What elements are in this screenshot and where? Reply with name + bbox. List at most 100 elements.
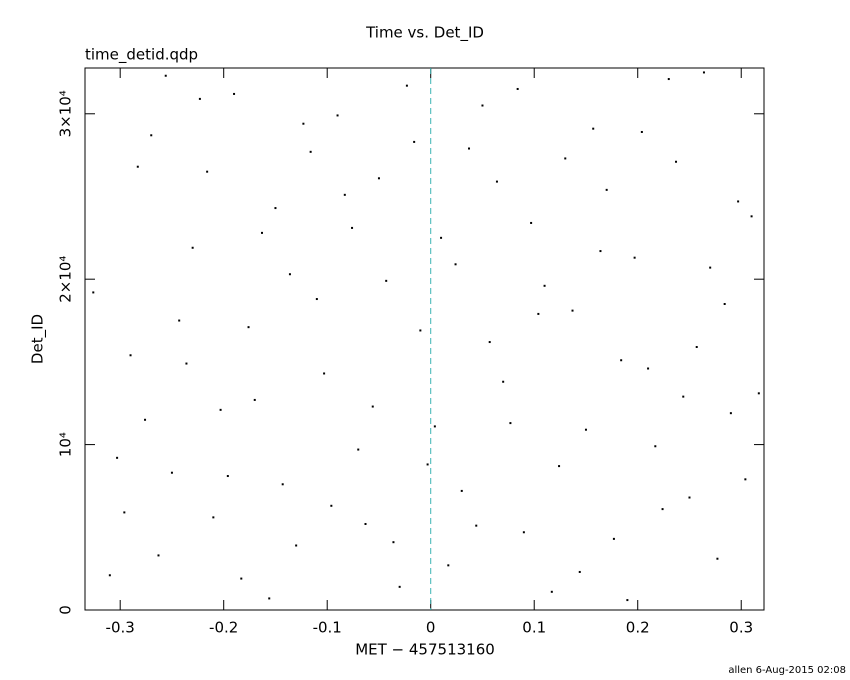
point — [253, 398, 256, 401]
point — [129, 354, 132, 357]
point — [522, 531, 525, 534]
x-tick-label: 0.2 — [626, 619, 650, 637]
point — [392, 541, 395, 544]
point — [654, 445, 657, 448]
x-tick-label: -0.2 — [209, 619, 238, 637]
chart-title: Time vs. Det_ID — [365, 24, 484, 43]
point — [620, 359, 623, 362]
point — [144, 418, 147, 421]
x-tick-label: -0.3 — [106, 619, 135, 637]
point — [351, 226, 354, 229]
point — [564, 157, 567, 160]
point — [584, 428, 587, 431]
point — [150, 134, 153, 137]
point — [744, 478, 747, 481]
point — [468, 147, 471, 150]
point — [157, 554, 160, 557]
point — [605, 188, 608, 191]
point — [385, 279, 388, 282]
point — [682, 395, 685, 398]
point — [454, 263, 457, 266]
point — [185, 362, 188, 365]
point — [592, 127, 595, 130]
point — [295, 544, 298, 547]
point — [364, 522, 367, 525]
point — [315, 298, 318, 301]
point — [550, 590, 553, 593]
point — [343, 193, 346, 196]
point — [702, 71, 705, 74]
point — [268, 597, 271, 600]
point — [440, 236, 443, 239]
point — [212, 516, 215, 519]
chart-subtitle: time_detid.qdp — [85, 46, 198, 65]
point — [750, 215, 753, 218]
point — [413, 140, 416, 143]
point — [240, 577, 243, 580]
point — [377, 177, 380, 180]
point — [688, 496, 691, 499]
point — [530, 221, 533, 224]
point — [447, 564, 450, 567]
point — [191, 246, 194, 249]
point — [178, 319, 181, 322]
point — [123, 511, 126, 514]
point — [206, 170, 209, 173]
point — [274, 207, 277, 210]
point — [661, 508, 664, 511]
point — [198, 97, 201, 100]
point — [371, 405, 374, 408]
point — [247, 326, 250, 329]
point — [460, 489, 463, 492]
point — [357, 448, 360, 451]
point — [709, 266, 712, 269]
point — [737, 200, 740, 203]
point — [226, 475, 229, 478]
point — [626, 599, 629, 602]
y-axis-label: Det_ID — [29, 314, 48, 364]
point — [543, 284, 546, 287]
point — [398, 585, 401, 588]
footer: allen 6-Aug-2015 02:08 — [728, 665, 846, 676]
x-tick-label: 0.1 — [522, 619, 546, 637]
point — [667, 78, 670, 81]
point — [260, 231, 263, 234]
point — [558, 465, 561, 468]
point — [288, 273, 291, 276]
point — [219, 408, 222, 411]
point — [426, 463, 429, 466]
point — [481, 104, 484, 107]
point — [502, 380, 505, 383]
point — [164, 74, 167, 77]
point — [612, 537, 615, 540]
point — [405, 84, 408, 87]
y-tick-label: 0 — [57, 605, 75, 615]
point — [633, 256, 636, 259]
y-tick-label: 10⁴ — [57, 432, 75, 457]
y-tick-label: 2×10⁴ — [57, 256, 75, 303]
x-tick-label: 0.3 — [729, 619, 753, 637]
point — [309, 150, 312, 153]
point — [723, 303, 726, 306]
point — [599, 250, 602, 253]
point — [323, 372, 326, 375]
plot-frame — [84, 67, 765, 611]
point — [571, 309, 574, 312]
point — [433, 425, 436, 428]
point — [116, 456, 119, 459]
point — [233, 92, 236, 95]
x-axis-label: MET − 457513160 — [355, 641, 495, 659]
point — [516, 87, 519, 90]
point — [170, 471, 173, 474]
x-tick-label: -0.1 — [313, 619, 342, 637]
point — [675, 160, 678, 163]
point — [281, 483, 284, 486]
point — [330, 504, 333, 507]
point — [757, 392, 760, 395]
point — [537, 312, 540, 315]
x-tick-label: 0 — [426, 619, 436, 637]
point — [578, 570, 581, 573]
point — [695, 346, 698, 349]
point — [336, 114, 339, 117]
